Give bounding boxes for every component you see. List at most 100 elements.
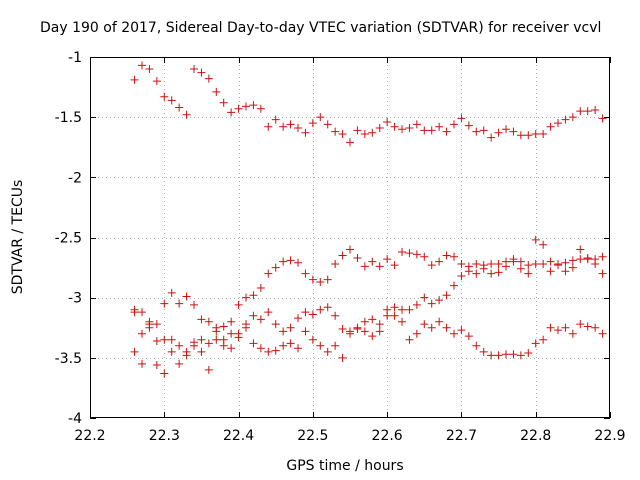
data-point: [561, 323, 570, 332]
data-point: [368, 332, 377, 341]
data-point: [568, 263, 577, 272]
data-point: [472, 341, 481, 350]
data-point: [130, 308, 139, 317]
data-point: [286, 120, 295, 129]
data-point: [152, 361, 161, 370]
data-point: [524, 349, 533, 358]
data-point: [249, 291, 258, 300]
data-point: [539, 259, 548, 268]
data-point: [204, 339, 213, 348]
data-point: [398, 247, 406, 256]
data-point: [197, 347, 206, 356]
data-point: [256, 315, 265, 324]
data-point: [375, 327, 384, 336]
data-point: [524, 269, 533, 278]
data-point: [464, 121, 473, 130]
data-point: [130, 75, 139, 84]
data-point: [204, 317, 213, 326]
data-point: [294, 123, 302, 132]
x-tick-label: 22.2: [74, 428, 105, 444]
data-point: [494, 268, 503, 277]
data-point: [167, 335, 176, 344]
data-point: [464, 332, 473, 341]
data-point: [338, 251, 347, 260]
data-point: [509, 350, 518, 359]
data-point: [509, 257, 518, 266]
data-point: [286, 339, 295, 348]
data-point: [442, 127, 451, 136]
data-point: [457, 272, 466, 281]
data-point: [390, 122, 399, 131]
data-point: [427, 126, 436, 135]
data-point: [219, 98, 228, 107]
data-point: [568, 256, 577, 265]
data-point: [286, 323, 295, 332]
data-point: [204, 365, 213, 374]
data-point: [331, 259, 340, 268]
data-point: [442, 291, 451, 300]
data-point: [479, 264, 488, 273]
data-point: [353, 324, 362, 333]
data-point: [591, 323, 600, 332]
y-tick-label: -2.5: [55, 231, 82, 247]
data-point: [442, 323, 451, 332]
data-point: [182, 292, 191, 301]
data-point: [212, 323, 221, 332]
data-point: [450, 281, 458, 290]
data-point: [435, 296, 444, 305]
data-point: [175, 341, 184, 350]
data-point: [316, 305, 325, 314]
data-point: [576, 107, 585, 116]
data-point: [346, 138, 354, 147]
data-point: [435, 257, 444, 266]
x-tick-label: 22.8: [520, 428, 551, 444]
data-point: [138, 359, 146, 368]
data-point: [539, 240, 548, 249]
series-4: [130, 235, 607, 368]
data-point: [219, 335, 228, 344]
data-point: [375, 262, 384, 271]
y-tick-label: -3.5: [55, 351, 82, 367]
data-point: [390, 261, 399, 270]
data-point: [450, 120, 458, 129]
data-point: [568, 113, 577, 122]
data-point: [502, 350, 510, 359]
data-point: [167, 288, 176, 297]
data-point: [524, 131, 533, 140]
data-point: [294, 344, 302, 353]
data-point: [338, 130, 347, 139]
data-point: [479, 126, 488, 135]
data-point: [405, 305, 414, 314]
data-point: [390, 311, 399, 320]
data-point: [271, 346, 280, 355]
data-point: [346, 245, 354, 254]
data-point: [516, 257, 525, 266]
data-point: [271, 115, 280, 124]
data-point: [242, 323, 250, 332]
data-point: [576, 245, 585, 254]
data-point: [368, 315, 377, 324]
data-point: [368, 128, 377, 137]
data-point: [450, 252, 458, 261]
data-point: [554, 119, 562, 128]
y-tick-label: -4: [68, 411, 82, 427]
x-tick-label: 22.4: [223, 428, 254, 444]
x-tick-label: 22.6: [372, 428, 403, 444]
y-tick-label: -1: [68, 50, 82, 66]
x-axis-label: GPS time / hours: [286, 458, 403, 474]
plot-frame: [90, 57, 610, 418]
data-point: [516, 131, 525, 140]
series-3: [130, 305, 607, 378]
data-point: [323, 275, 332, 284]
data-point: [242, 102, 250, 111]
data-point: [190, 300, 198, 309]
data-point: [546, 122, 555, 131]
data-point: [487, 133, 496, 142]
data-point: [598, 329, 607, 338]
data-point: [167, 347, 176, 356]
data-point: [264, 122, 273, 131]
data-point: [487, 351, 496, 360]
data-point: [546, 323, 555, 332]
data-point: [420, 252, 429, 261]
data-point: [301, 327, 310, 336]
